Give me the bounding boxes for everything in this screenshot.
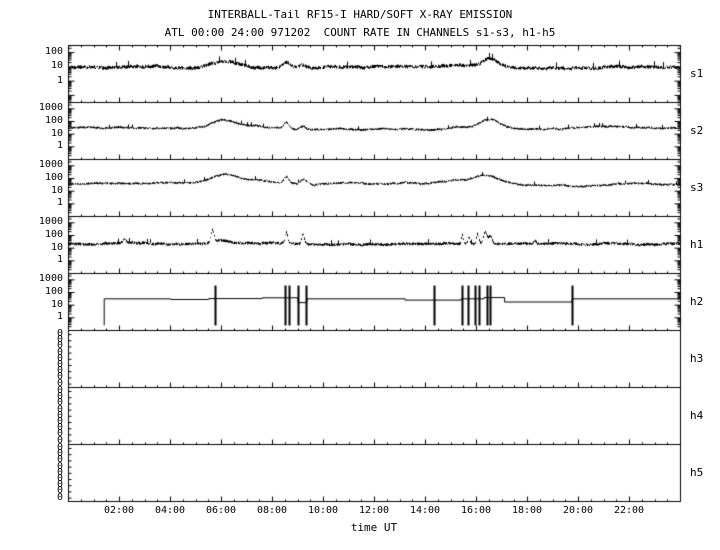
x-axis-label: time UT (350, 521, 398, 534)
